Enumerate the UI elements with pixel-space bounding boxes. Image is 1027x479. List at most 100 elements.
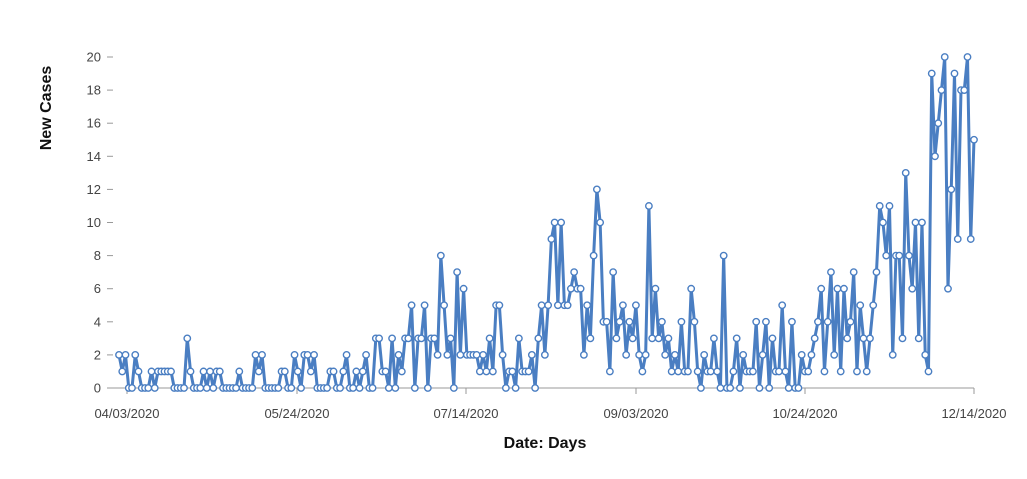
- data-point: [908, 284, 917, 293]
- y-tick-label: 16: [87, 116, 101, 131]
- data-point: [583, 301, 592, 310]
- data-point: [690, 317, 699, 326]
- data-point: [121, 350, 130, 359]
- data-point: [693, 367, 702, 376]
- data-point: [576, 284, 585, 293]
- data-point: [609, 268, 618, 277]
- y-axis-ticks: 0 2 4 6 8 10 12 14 16 18 20: [87, 50, 113, 396]
- data-point: [209, 384, 218, 392]
- data-point: [638, 367, 647, 376]
- data-point: [697, 384, 705, 392]
- data-point: [381, 367, 390, 376]
- data-point: [820, 367, 829, 376]
- data-point: [602, 317, 611, 326]
- data-point: [687, 284, 696, 293]
- data-point: [570, 268, 579, 277]
- data-point: [498, 350, 507, 359]
- data-point: [375, 334, 383, 343]
- data-point: [540, 350, 549, 359]
- data-point: [778, 301, 787, 310]
- data-point: [706, 367, 715, 376]
- data-point: [846, 317, 855, 326]
- data-point: [147, 367, 156, 376]
- data-point: [905, 251, 913, 260]
- data-point: [875, 202, 884, 210]
- data-point: [677, 317, 686, 326]
- y-axis-title: New Cases: [38, 66, 55, 151]
- data-point: [352, 367, 361, 376]
- x-tick-label: 10/24/2020: [772, 406, 837, 421]
- data-point: [804, 367, 813, 376]
- data-point: [118, 367, 127, 376]
- data-point: [397, 367, 406, 376]
- data-point: [475, 367, 484, 376]
- data-point: [550, 218, 559, 227]
- data-point: [115, 350, 123, 359]
- data-point: [684, 367, 692, 376]
- data-point: [713, 367, 722, 376]
- data-point: [131, 350, 140, 359]
- data-point: [508, 367, 517, 376]
- data-point: [150, 384, 159, 392]
- data-point: [297, 384, 305, 392]
- y-tick-label: 2: [94, 347, 101, 362]
- x-tick-label: 12/14/2020: [941, 406, 1006, 421]
- data-point: [251, 350, 260, 359]
- data-point: [615, 317, 624, 326]
- data-point: [645, 202, 653, 210]
- data-point: [853, 367, 861, 376]
- data-point: [128, 384, 136, 392]
- data-point: [758, 350, 767, 359]
- data-point: [420, 301, 429, 310]
- data-point: [306, 367, 315, 376]
- data-point: [901, 168, 910, 177]
- data-point: [833, 284, 842, 293]
- data-point: [586, 334, 595, 343]
- data-point: [544, 301, 553, 310]
- data-point: [628, 334, 637, 343]
- data-point: [661, 350, 670, 359]
- data-point: [700, 350, 709, 359]
- data-point: [817, 284, 826, 293]
- data-point: [215, 367, 224, 376]
- data-point: [849, 268, 858, 277]
- data-point: [440, 301, 448, 310]
- data-point: [924, 367, 933, 376]
- data-point: [752, 317, 761, 326]
- data-point: [563, 301, 572, 310]
- data-point: [869, 301, 878, 310]
- data-point: [762, 317, 770, 326]
- data-point: [186, 367, 195, 376]
- data-point: [592, 185, 601, 194]
- x-tick-label: 05/24/2020: [264, 406, 329, 421]
- data-point: [612, 334, 621, 343]
- data-point: [788, 317, 796, 326]
- data-point: [898, 334, 907, 343]
- data-point: [514, 334, 523, 343]
- data-point: [537, 301, 546, 310]
- data-point: [235, 367, 244, 376]
- data-point: [671, 350, 679, 359]
- data-point: [254, 367, 263, 376]
- data-point: [658, 317, 666, 326]
- data-point: [944, 284, 952, 293]
- data-point: [534, 334, 543, 343]
- data-point: [384, 384, 393, 392]
- data-point: [293, 367, 302, 376]
- data-point: [856, 301, 865, 310]
- data-point: [456, 350, 465, 359]
- data-point: [641, 350, 650, 359]
- data-point: [866, 334, 874, 343]
- data-point: [840, 284, 848, 293]
- data-point: [134, 367, 143, 376]
- y-tick-label: 6: [94, 281, 101, 296]
- data-point: [807, 350, 816, 359]
- data-point: [963, 53, 972, 61]
- data-point: [635, 350, 644, 359]
- data-point: [732, 334, 741, 343]
- data-point: [436, 251, 445, 260]
- data-point: [417, 334, 426, 343]
- data-point: [183, 334, 192, 343]
- data-point: [482, 367, 491, 376]
- y-tick-label: 14: [87, 149, 101, 164]
